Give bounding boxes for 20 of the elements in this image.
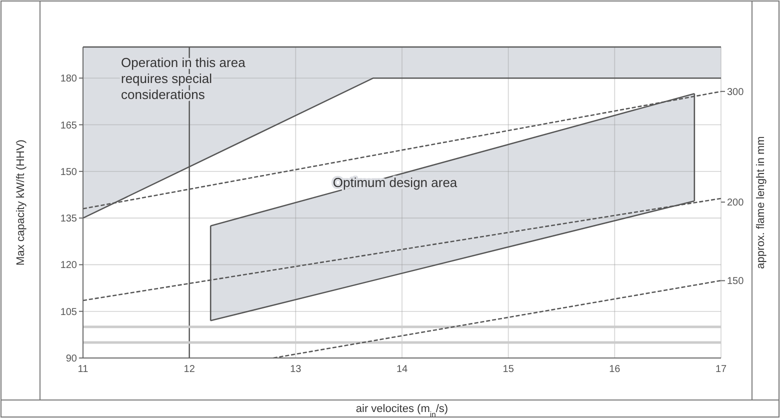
y2-tick-label: 300 <box>727 86 744 98</box>
x-tick-label: 14 <box>396 364 408 375</box>
y-tick-label: 165 <box>60 120 78 132</box>
y2-tick-label: 150 <box>727 276 744 288</box>
x-tick-label: 15 <box>502 364 514 375</box>
x-tick-label: 17 <box>715 364 727 375</box>
x-tick-label: 11 <box>78 364 89 375</box>
x-tick-label: 16 <box>609 364 621 375</box>
x-axis-title: air velocites (m$_{in}$/s) <box>356 403 448 418</box>
y-tick-label: 105 <box>60 306 78 318</box>
x-tick-label: 12 <box>184 364 196 375</box>
y-axis-title: Max capacity kW/ft (HHV) <box>15 140 27 266</box>
y-tick-label: 120 <box>60 260 78 272</box>
y-tick-label: 150 <box>60 166 78 178</box>
y2-axis-title: approx. flame lenght in mm <box>755 136 767 269</box>
y-tick-label: 90 <box>66 354 78 364</box>
x-tick-label: 13 <box>290 364 302 375</box>
y-tick-label: 135 <box>60 214 78 225</box>
y-tick-label: 180 <box>60 74 78 85</box>
y2-tick-label: 200 <box>727 198 744 209</box>
